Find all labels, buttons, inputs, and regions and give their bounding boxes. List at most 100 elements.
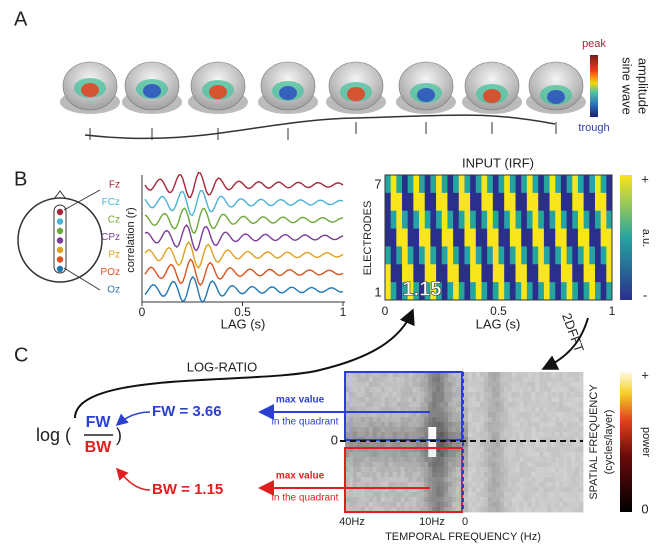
spectrum-cell [472, 472, 476, 477]
spectrum-cell [531, 487, 535, 492]
spectrum-cell [412, 492, 416, 497]
spectrum-cell [420, 377, 424, 382]
spectrum-cell [452, 397, 456, 402]
spectrum-cell [452, 442, 456, 447]
spectrum-cell [484, 422, 488, 427]
spectrum-cell [571, 467, 575, 472]
spectrum-cell [551, 507, 555, 512]
spectrum-cell [444, 377, 448, 382]
electrode-label: Oz [107, 285, 120, 296]
heat-cell [606, 229, 612, 247]
spectrum-cell [575, 477, 579, 482]
spectrum-cell [480, 457, 484, 462]
spectrum-cell [401, 432, 405, 437]
spectrum-cell [571, 457, 575, 462]
spectrum-cell [432, 457, 436, 462]
spectrum-cell [496, 377, 500, 382]
spectrum-cell [527, 497, 531, 502]
spectrum-cell [361, 432, 365, 437]
spectrum-cell [377, 417, 381, 422]
spectrum-cell [539, 452, 543, 457]
spectrum-cell [520, 487, 524, 492]
spectrum-cell [401, 442, 405, 447]
heat-cell [436, 246, 442, 264]
spectrum-cell [559, 482, 563, 487]
spectrum-cell [361, 477, 365, 482]
spectrum-cell [508, 477, 512, 482]
spectrum-cell [575, 412, 579, 417]
spectrum-cell [444, 482, 448, 487]
spectrum-cell [539, 402, 543, 407]
spectrum-cell [496, 422, 500, 427]
spectrum-cell [563, 462, 567, 467]
spectrum-cell [527, 417, 531, 422]
spectrum-cell [397, 392, 401, 397]
spectrum-cell [524, 427, 528, 432]
heat-cell [595, 246, 601, 264]
heat-cell [538, 175, 544, 193]
spectrum-cell [389, 477, 393, 482]
spectrum-cell [397, 452, 401, 457]
spectrum-cell [408, 467, 412, 472]
spectrum-cell [547, 402, 551, 407]
heat-cell [550, 229, 556, 247]
spectrum-cell [397, 497, 401, 502]
spectrum-cell [405, 417, 409, 422]
heat-cell [419, 193, 425, 211]
spectrum-cell [496, 432, 500, 437]
spectrum-cell [516, 492, 520, 497]
spectrum-cell [420, 402, 424, 407]
spectrum-cell [420, 462, 424, 467]
spectrum-cell [539, 487, 543, 492]
heat-cell [589, 175, 595, 193]
spectrum-cell [456, 407, 460, 412]
spectrum-cell [464, 397, 468, 402]
spectrum-cell [531, 407, 535, 412]
heat-cell [538, 229, 544, 247]
spectrum-cell [377, 397, 381, 402]
heat-cell [481, 229, 487, 247]
heat-cell [510, 246, 516, 264]
spectrum-cell [547, 502, 551, 507]
spectrum-cell [353, 422, 357, 427]
spectrum-cell [369, 387, 373, 392]
spectrum-cell [440, 387, 444, 392]
spectrum-cell [488, 447, 492, 452]
spectrum-cell [428, 462, 432, 467]
heat-cell [601, 282, 607, 300]
spectrum-cell [571, 507, 575, 512]
spectrum-cell [508, 447, 512, 452]
spectrum-cell [436, 377, 440, 382]
spectrum-cell [484, 472, 488, 477]
spectrum-cell [412, 427, 416, 432]
spectrum-cell [436, 397, 440, 402]
arrow [118, 470, 150, 490]
spectrum-cell [401, 392, 405, 397]
spectrum-cell [468, 502, 472, 507]
spectrum-cell [377, 427, 381, 432]
spectrum-cell [488, 442, 492, 447]
spectrum-cell [555, 487, 559, 492]
spectrum-cell [393, 387, 397, 392]
spectrum-cell [365, 467, 369, 472]
spectrum-cell [385, 467, 389, 472]
spectrum-cell [520, 377, 524, 382]
heat-cell [544, 211, 550, 229]
spectrum-cell [412, 452, 416, 457]
spectrum-cell [397, 382, 401, 387]
spectrum-cell [357, 422, 361, 427]
spectrum-cell [424, 432, 428, 437]
spectrum-cell [547, 452, 551, 457]
spectrum-cell [563, 372, 567, 377]
spectrum-cell [492, 492, 496, 497]
spectrum-cell [500, 382, 504, 387]
heat-cell [396, 282, 402, 300]
heat-cell [402, 193, 408, 211]
heat-cell [425, 246, 431, 264]
spectrum-cell [535, 507, 539, 512]
heat-cell [521, 246, 527, 264]
spectrum-cell [543, 442, 547, 447]
spectrum-cell [456, 452, 460, 457]
spectrum-cell [464, 387, 468, 392]
heat-cell [396, 211, 402, 229]
